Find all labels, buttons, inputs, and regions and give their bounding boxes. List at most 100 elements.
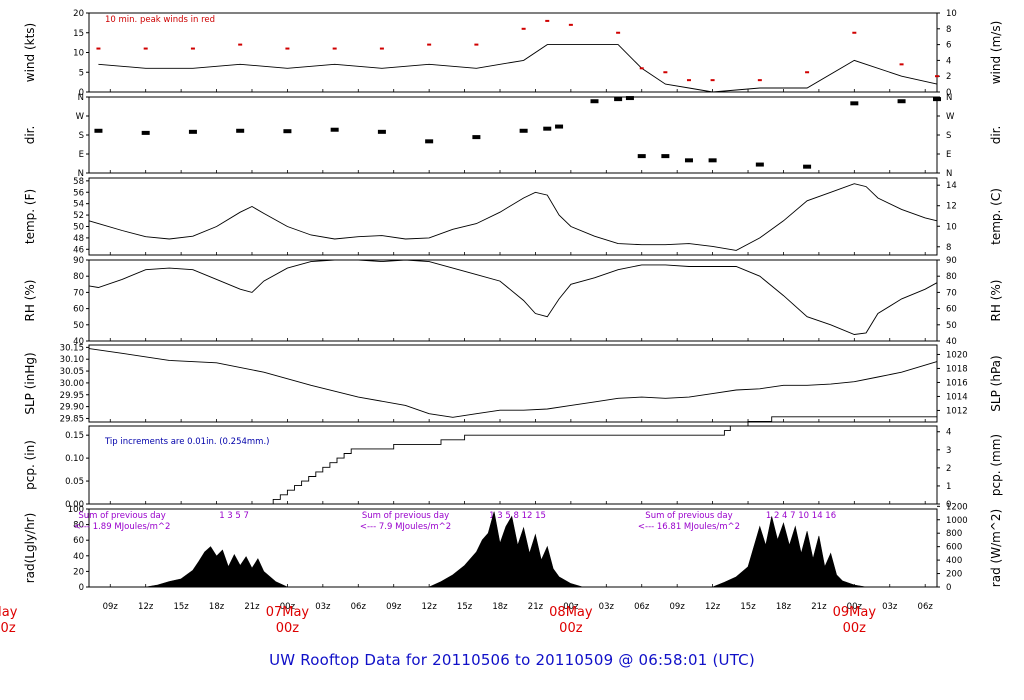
temp-right-tick-label: 12 bbox=[946, 202, 957, 212]
dir-point bbox=[850, 101, 859, 106]
rad-right-tick-label: 1000 bbox=[946, 516, 968, 526]
rad-daily-note-sum: <--- 7.9 MJoules/m^2 bbox=[360, 522, 451, 532]
dir-left-tick-label: E bbox=[79, 150, 84, 160]
rad-left-tick-label: 60 bbox=[73, 536, 84, 546]
wind-frame bbox=[88, 12, 938, 93]
wind-gust-point bbox=[545, 19, 550, 22]
hour-tick-label: 06z bbox=[918, 602, 934, 612]
wind-gust-point bbox=[935, 75, 939, 78]
wind-left-tick-label: 15 bbox=[73, 29, 84, 39]
rad-right-axis-label: rad (W/m^2) bbox=[989, 509, 1003, 587]
pcp-frame bbox=[88, 425, 938, 505]
dir-point bbox=[283, 129, 292, 134]
dir-left-tick-label: N bbox=[78, 93, 84, 103]
slp-left-axis-label: SLP (inHg) bbox=[23, 352, 37, 414]
rh-right-axis-label: RH (%) bbox=[989, 280, 1003, 322]
wind-left-tick-label: 10 bbox=[73, 49, 84, 59]
day-label: 08May bbox=[549, 605, 593, 620]
temp-frame bbox=[88, 177, 938, 256]
temp-left-tick-label: 50 bbox=[73, 222, 84, 232]
dir-left-tick-label: W bbox=[76, 112, 85, 122]
dir-point bbox=[933, 97, 941, 102]
wind-gust-point bbox=[332, 47, 337, 50]
rad-left-axis-label: rad(Lgly/hr) bbox=[23, 513, 37, 584]
hour-tick-label: 12z bbox=[138, 602, 154, 612]
dir-point bbox=[188, 129, 197, 134]
rad-area bbox=[145, 511, 867, 588]
rad-daily-note-hours: 1 3 5 7 bbox=[219, 511, 249, 521]
day-label: 09May bbox=[833, 605, 877, 620]
rh-left-axis-label: RH (%) bbox=[23, 280, 37, 322]
slp-right-axis-label: SLP (hPa) bbox=[989, 355, 1003, 411]
wind-right-tick-label: 6 bbox=[946, 41, 951, 51]
rad-left-tick-label: 80 bbox=[73, 521, 84, 531]
hour-tick-label: 09z bbox=[670, 602, 686, 612]
rh-left-tick-label: 90 bbox=[73, 256, 84, 266]
rad-daily-note-title: Sum of previous day bbox=[362, 511, 449, 521]
day-hour-label: 00z bbox=[276, 621, 300, 636]
chart-title: UW Rooftop Data for 20110506 to 20110509… bbox=[269, 651, 755, 669]
temp-right-tick-label: 8 bbox=[946, 243, 951, 253]
slp-left-tick-label: 29.95 bbox=[60, 391, 84, 401]
rh-left-tick-label: 60 bbox=[73, 305, 84, 315]
pcp-right-tick-label: 1 bbox=[946, 482, 951, 492]
wind-gust-point bbox=[686, 79, 691, 82]
dir-right-axis-label: dir. bbox=[989, 126, 1003, 145]
rh-right-tick-label: 60 bbox=[946, 305, 957, 315]
rad-right-tick-label: 800 bbox=[946, 529, 962, 539]
slp-right-tick-label: 1016 bbox=[946, 378, 968, 388]
hour-tick-label: 06z bbox=[634, 602, 650, 612]
dir-point bbox=[519, 128, 528, 133]
day-hour-label: 00z bbox=[843, 621, 867, 636]
slp-left-tick-label: 30.00 bbox=[60, 379, 84, 389]
day-hour-label: 00z bbox=[0, 621, 16, 636]
dir-point bbox=[590, 99, 599, 104]
dir-point bbox=[543, 126, 552, 131]
hour-tick-label: 12z bbox=[705, 602, 721, 612]
pcp-left-tick-label: 0.00 bbox=[65, 500, 84, 510]
rad-left-tick-label: 0 bbox=[79, 583, 84, 593]
hour-tick-label: 18z bbox=[492, 602, 508, 612]
temp-right-axis-label: temp. (C) bbox=[989, 188, 1003, 245]
wind-right-axis-label: wind (m/s) bbox=[989, 21, 1003, 85]
rad-daily-note-sum: <--- 1.89 MJoules/m^2 bbox=[74, 522, 171, 532]
wind-note: 10 min. peak winds in red bbox=[105, 15, 215, 25]
dir-point bbox=[472, 135, 481, 140]
wind-line bbox=[98, 44, 938, 93]
rh-right-tick-label: 80 bbox=[946, 272, 957, 282]
hour-tick-label: 03z bbox=[315, 602, 331, 612]
hour-tick-label: 21z bbox=[244, 602, 260, 612]
wind-gust-point bbox=[616, 31, 621, 34]
temp-left-tick-label: 54 bbox=[73, 200, 84, 210]
wind-gust-point bbox=[285, 47, 290, 50]
slp-left-tick-label: 29.85 bbox=[60, 414, 84, 424]
rh-right-tick-label: 40 bbox=[946, 337, 957, 347]
rh-left-tick-label: 70 bbox=[73, 288, 84, 298]
dir-point bbox=[141, 130, 150, 135]
rad-daily-note-sum: <--- 16.81 MJoules/m^2 bbox=[638, 522, 740, 532]
wind-left-axis-label: wind (kts) bbox=[23, 23, 37, 82]
wind-gust-point bbox=[474, 43, 479, 46]
wind-gust-point bbox=[521, 27, 526, 30]
rh-line bbox=[88, 259, 938, 335]
wind-gust-point bbox=[238, 43, 243, 46]
dir-point bbox=[236, 128, 245, 133]
dir-point bbox=[803, 164, 812, 169]
rh-right-tick-label: 70 bbox=[946, 288, 957, 298]
wind-gust-point bbox=[710, 79, 715, 82]
rad-right-tick-label: 1200 bbox=[946, 502, 968, 512]
hour-tick-label: 09z bbox=[103, 602, 119, 612]
wind-left-tick-label: 5 bbox=[79, 68, 84, 78]
temp-left-tick-label: 46 bbox=[73, 245, 84, 255]
dir-point bbox=[614, 97, 623, 102]
hour-tick-label: 15z bbox=[173, 602, 189, 612]
rh-right-tick-label: 90 bbox=[946, 256, 957, 266]
wind-gust-point bbox=[663, 71, 668, 74]
dir-point bbox=[330, 127, 339, 132]
pcp-left-axis-label: pcp. (in) bbox=[23, 440, 37, 490]
wind-gust-point bbox=[379, 47, 384, 50]
pcp-left-tick-label: 0.05 bbox=[65, 477, 84, 487]
wind-gust-point bbox=[96, 47, 101, 50]
wind-left-tick-label: 20 bbox=[73, 9, 84, 19]
